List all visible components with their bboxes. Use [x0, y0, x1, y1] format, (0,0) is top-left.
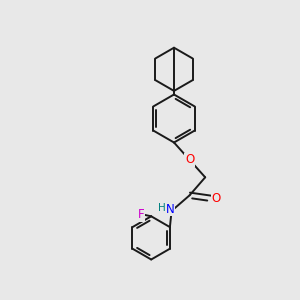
Text: O: O — [212, 192, 220, 205]
Text: H: H — [158, 203, 166, 213]
Text: F: F — [137, 208, 144, 221]
Text: N: N — [166, 203, 175, 216]
Text: O: O — [185, 153, 194, 167]
